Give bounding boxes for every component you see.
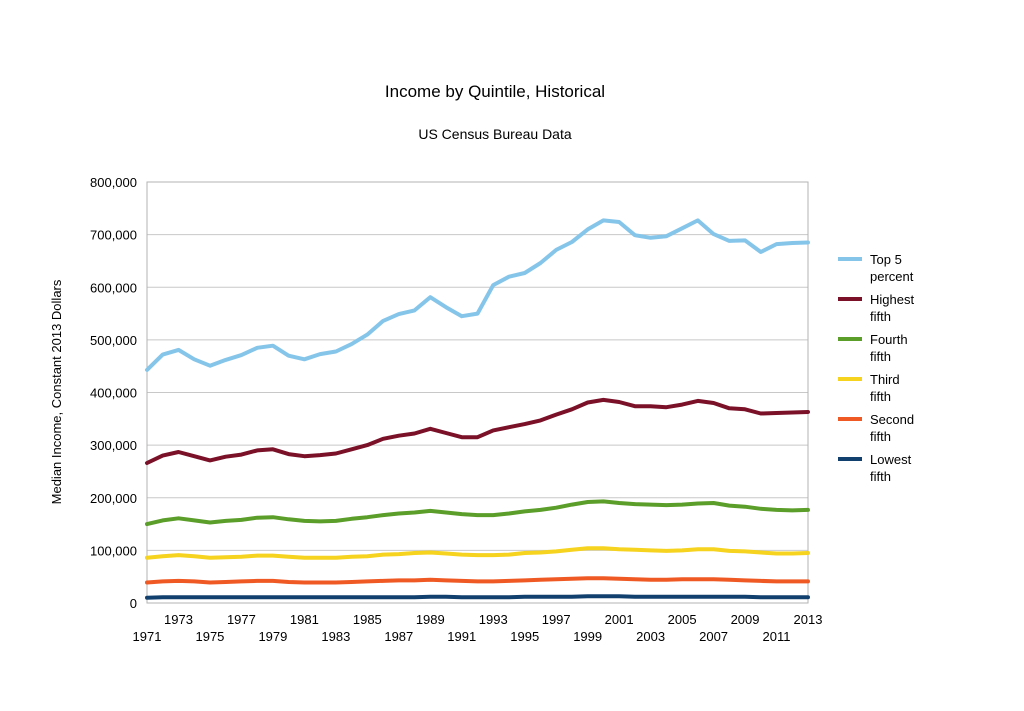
legend-label: Lowest xyxy=(870,452,912,467)
y-tick-label: 600,000 xyxy=(90,280,137,295)
chart-title: Income by Quintile, Historical xyxy=(385,82,605,101)
x-tick-label: 1987 xyxy=(384,629,413,644)
y-tick-label: 800,000 xyxy=(90,175,137,190)
x-tick-label: 1975 xyxy=(195,629,224,644)
x-tick-label: 1989 xyxy=(416,612,445,627)
x-tick-label: 1999 xyxy=(573,629,602,644)
x-tick-label: 1997 xyxy=(542,612,571,627)
legend-label: Top 5 xyxy=(870,252,902,267)
series-line xyxy=(145,594,810,600)
legend-label: fifth xyxy=(870,349,891,364)
y-tick-label: 700,000 xyxy=(90,228,137,243)
x-tick-label: 2003 xyxy=(636,629,665,644)
series-line xyxy=(145,218,810,372)
x-tick-label: 2013 xyxy=(794,612,823,627)
y-tick-label: 0 xyxy=(130,596,137,611)
y-tick-label: 300,000 xyxy=(90,438,137,453)
legend-label: Highest xyxy=(870,292,914,307)
x-tick-label: 2009 xyxy=(731,612,760,627)
x-tick-label: 2011 xyxy=(763,629,791,644)
legend-label: Fourth xyxy=(870,332,908,347)
y-tick-label: 500,000 xyxy=(90,333,137,348)
x-tick-label: 1981 xyxy=(290,612,319,627)
series-line xyxy=(145,397,810,465)
legend: Top 5 percent Highest fifth Fourth fifth Third… xyxy=(838,252,914,484)
y-axis-label: Median Income, Constant 2013 Dollars xyxy=(49,279,64,504)
x-tick-label: 2001 xyxy=(605,612,634,627)
x-tick-label: 1977 xyxy=(227,612,256,627)
y-tick-label: 200,000 xyxy=(90,491,137,506)
legend-label: fifth xyxy=(870,309,891,324)
legend-label: fifth xyxy=(870,429,891,444)
y-tick-label: 100,000 xyxy=(90,543,137,558)
plot-area: 0 100,000 200,000 300,000 400,000 500,000 600,… xyxy=(90,175,822,644)
y-tick-label: 400,000 xyxy=(90,386,137,401)
legend-label: percent xyxy=(870,269,914,284)
x-tick-label: 1993 xyxy=(479,612,508,627)
x-tick-label: 1971 xyxy=(133,629,162,644)
x-tick-label: 2007 xyxy=(699,629,728,644)
legend-label: Third xyxy=(870,372,900,387)
x-tick-label: 2005 xyxy=(668,612,697,627)
series-line xyxy=(145,546,810,560)
legend-label: Second xyxy=(870,412,914,427)
x-tick-label: 1991 xyxy=(447,629,476,644)
series-line xyxy=(145,499,810,527)
legend-label: fifth xyxy=(870,469,891,484)
legend-label: fifth xyxy=(870,389,891,404)
x-tick-label: 1985 xyxy=(353,612,382,627)
x-tick-label: 1983 xyxy=(321,629,350,644)
x-tick-label: 1995 xyxy=(510,629,539,644)
plot-frame xyxy=(146,181,809,604)
x-tick-label: 1973 xyxy=(164,612,193,627)
chart-subtitle: US Census Bureau Data xyxy=(418,126,572,142)
series-line xyxy=(145,576,810,585)
x-tick-label: 1979 xyxy=(258,629,287,644)
